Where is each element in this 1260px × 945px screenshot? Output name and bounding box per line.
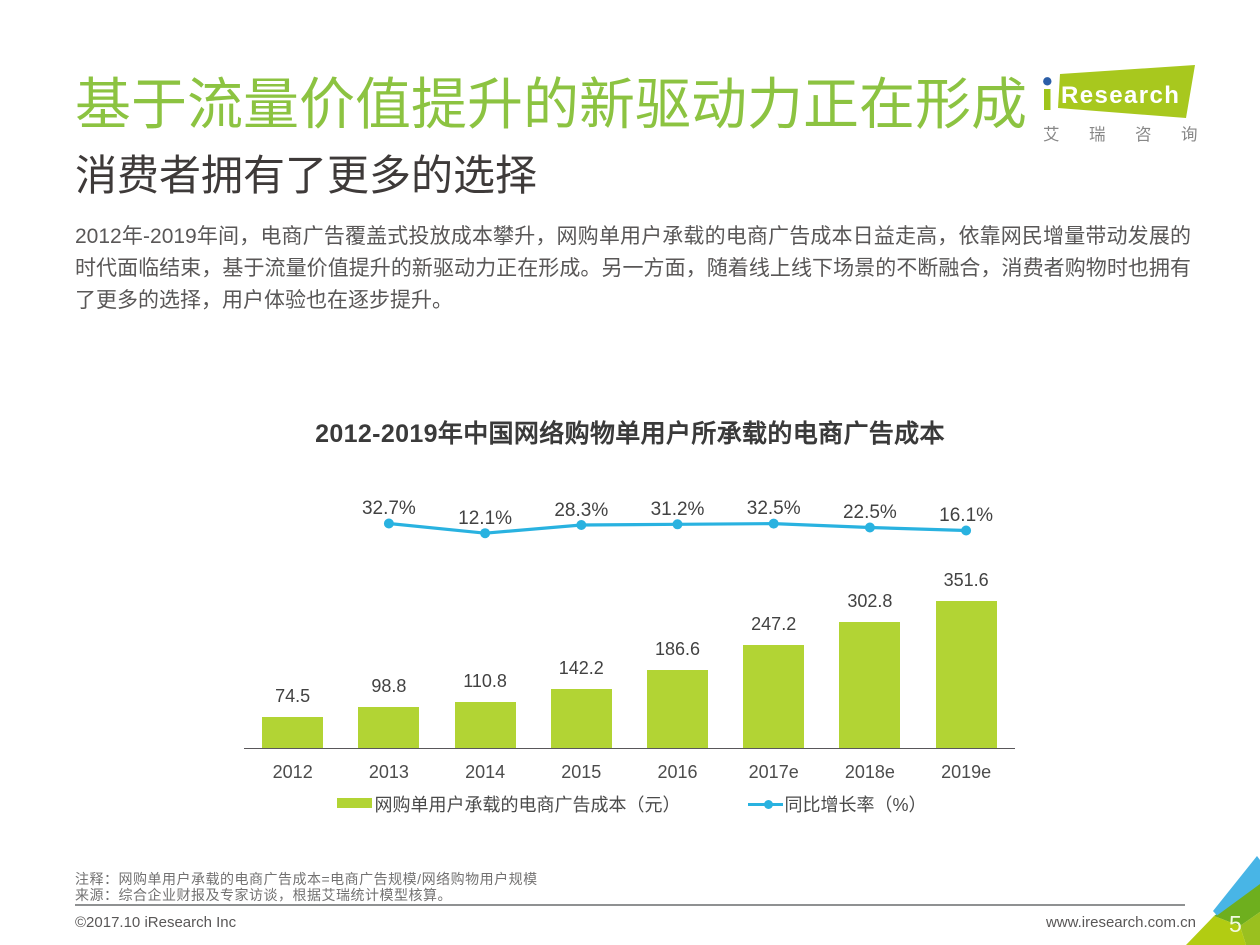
svg-text:艾瑞咨询: 艾瑞咨询: [1043, 125, 1200, 144]
svg-text:Research: Research: [1061, 82, 1180, 109]
svg-text:5: 5: [1229, 911, 1242, 937]
